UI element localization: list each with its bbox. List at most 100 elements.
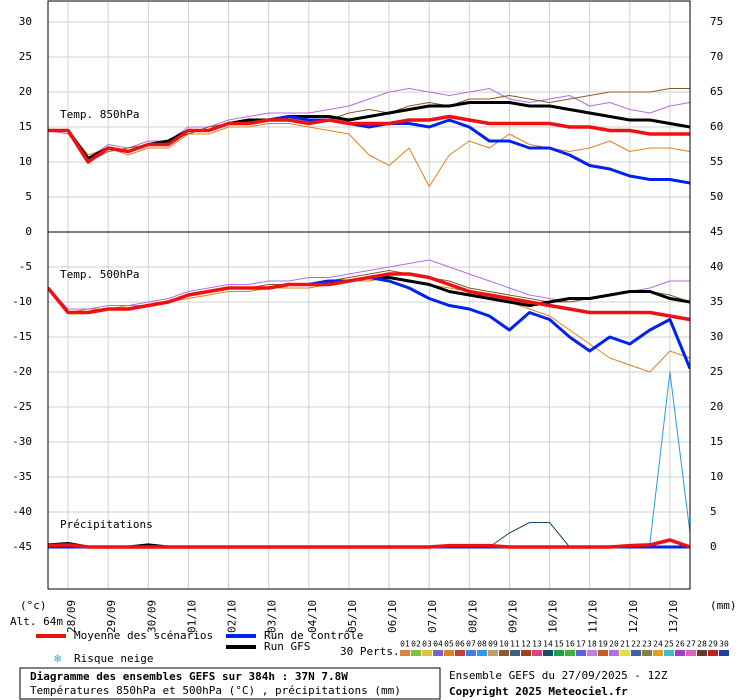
member-swatch: [532, 650, 542, 656]
y-tick-label: -5: [19, 260, 32, 273]
member-swatch: [444, 650, 454, 656]
member-swatch: [433, 650, 443, 656]
y-tick-label: 20: [19, 85, 32, 98]
member-label: 03: [422, 640, 432, 649]
y-tick-label: 45: [710, 225, 723, 238]
member-label: 07: [466, 640, 476, 649]
member-swatch: [598, 650, 608, 656]
member-label: 16: [565, 640, 575, 649]
y2-tick-label: 75: [710, 15, 723, 28]
y-tick-label: 0: [25, 225, 32, 238]
member-swatch: [488, 650, 498, 656]
footer-copyright: Copyright 2025 Meteociel.fr: [449, 685, 628, 698]
snow-risk: Risque neige: [74, 652, 153, 665]
overlay: 28/09 29/09 30/09 01/10 02/10 03/10 04/10 05/10…: [12, 15, 729, 656]
member-label: 24: [653, 640, 663, 649]
x-tick-label: 29/09: [105, 600, 118, 633]
legend-label: Run de contrôle: [264, 629, 363, 642]
series-line: [48, 538, 690, 549]
y-tick-label: 0: [710, 540, 717, 553]
x-tick-label: 08/10: [466, 600, 479, 633]
series-line: [48, 88, 690, 159]
member-label: 19: [598, 640, 608, 649]
y-tick-label: 30: [19, 15, 32, 28]
member-swatch: [543, 650, 553, 656]
member-label: 28: [697, 640, 707, 649]
y2-tick-label: 55: [710, 155, 723, 168]
y-tick-label: 5: [710, 505, 717, 518]
y-tick-label: 15: [19, 120, 32, 133]
y-tick-label: -35: [12, 470, 32, 483]
member-label: 06: [455, 640, 465, 649]
series-line: [48, 114, 690, 164]
member-label: 25: [664, 640, 674, 649]
y2-tick-label: 65: [710, 85, 723, 98]
footer-box: [19, 667, 441, 700]
member-label: 26: [675, 640, 685, 649]
member-label: 12: [521, 640, 531, 649]
series-line: [48, 276, 690, 370]
series-line: [48, 277, 690, 373]
member-label: 02: [411, 640, 421, 649]
member-label: 17: [576, 640, 586, 649]
member-label: 14: [543, 640, 553, 649]
x-tick-label: 10/10: [547, 600, 560, 633]
member-swatch: [686, 650, 696, 656]
y-tick-label: 10: [710, 470, 723, 483]
member-swatch: [499, 650, 509, 656]
member-swatch: [631, 650, 641, 656]
y2-tick-label: 60: [710, 120, 723, 133]
grid-layer: [48, 1, 690, 589]
y-unit-right: (mm): [710, 599, 737, 612]
y-tick-label: 40: [710, 260, 723, 273]
x-tick-label: 02/10: [226, 600, 239, 633]
x-tick-label: 11/10: [587, 600, 600, 633]
y-tick-label: -15: [12, 330, 32, 343]
lines-lower: [48, 259, 690, 549]
y-tick-label: -10: [12, 295, 32, 308]
member-swatch: [565, 650, 575, 656]
y-tick-label: 35: [710, 295, 723, 308]
snow-icon: ❄: [54, 652, 61, 666]
member-swatch: [554, 650, 564, 656]
member-swatch: [521, 650, 531, 656]
member-label: 13: [532, 640, 542, 649]
y-tick-label: -25: [12, 400, 32, 413]
y-tick-label: -45: [12, 540, 32, 553]
x-tick-label: 09/10: [506, 600, 519, 633]
x-tick-label: 04/10: [306, 600, 319, 633]
x-tick-label: 12/10: [627, 600, 640, 633]
series-line: [48, 123, 690, 187]
member-label: 30: [719, 640, 729, 649]
member-swatch: [422, 650, 432, 656]
x-tick-label: 30/09: [145, 600, 158, 633]
footer-title: Diagramme des ensembles GEFS sur 384h : …: [30, 670, 348, 683]
perts-label: 30 Perts.: [340, 645, 400, 658]
member-swatch: [576, 650, 586, 656]
legend-label: Moyenne des scénarios: [74, 629, 213, 642]
member-label: 27: [686, 640, 696, 649]
member-swatch: [400, 650, 410, 656]
x-tick-label: 06/10: [386, 600, 399, 633]
y-tick-label: 10: [19, 155, 32, 168]
panel-title: Précipitations: [60, 518, 153, 531]
y-tick-label: 5: [25, 190, 32, 203]
member-label: 09: [488, 640, 498, 649]
member-label: 15: [554, 640, 564, 649]
legend-label: Run GFS: [264, 640, 310, 653]
member-swatch: [653, 650, 663, 656]
member-label: 23: [642, 640, 652, 649]
member-swatch: [708, 650, 718, 656]
footer-subtitle: Températures 850hPa et 500hPa (°C) , pré…: [30, 684, 401, 697]
y-tick-label: 20: [710, 400, 723, 413]
series-line: [48, 101, 690, 160]
member-label: 01: [400, 640, 410, 649]
member-swatch: [466, 650, 476, 656]
x-tick-label: 13/10: [667, 600, 680, 633]
member-label: 04: [433, 640, 443, 649]
member-label: 21: [620, 640, 630, 649]
member-label: 10: [499, 640, 509, 649]
footer-run: Ensemble GEFS du 27/09/2025 - 12Z: [449, 669, 668, 682]
